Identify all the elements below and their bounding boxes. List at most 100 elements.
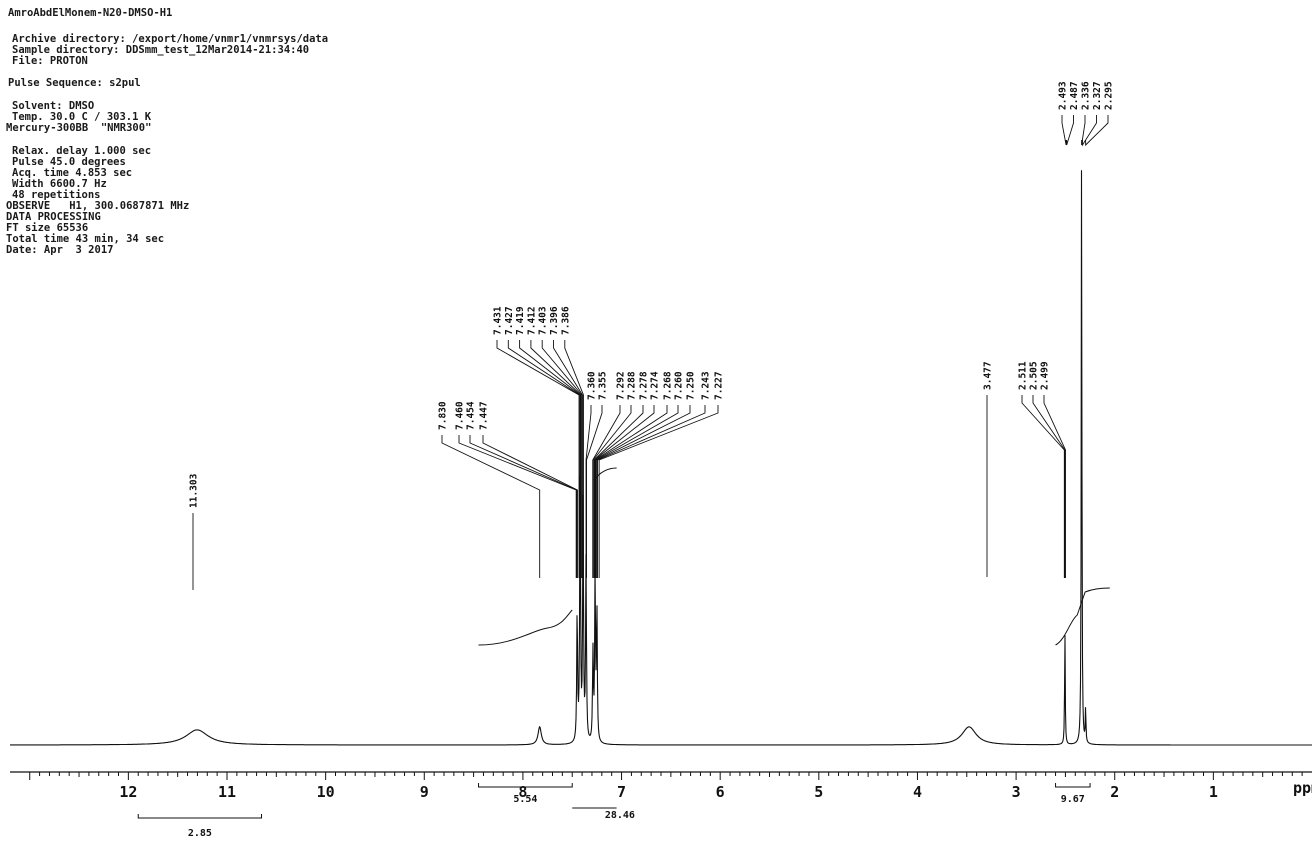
peak-leader-line (1061, 115, 1067, 146)
peak-leader-line (597, 405, 706, 578)
peak-leader-line (482, 435, 578, 578)
peak-leader-line (585, 405, 592, 578)
header-line: Pulse 45.0 degrees (12, 156, 126, 168)
peak-leader-line (594, 405, 668, 578)
peak-leader-line (1021, 395, 1065, 578)
peak-label: 11.303 (189, 473, 200, 508)
peak-label: 7.386 (560, 306, 571, 335)
acquisition-parameters: AmroAbdElMonem-N20-DMSO-H1 Archive direct… (0, 0, 620, 300)
peak-label: 7.292 (616, 371, 627, 400)
peak-leader-line (469, 435, 578, 578)
peak-leader-line (507, 340, 580, 578)
peak-leader-line (541, 340, 583, 578)
peak-label: 2.295 (1104, 81, 1115, 110)
header-line: DATA PROCESSING (6, 211, 101, 223)
peak-leader-line (1082, 115, 1097, 147)
peak-leader-line (496, 340, 580, 578)
peak-label: 7.260 (674, 371, 685, 400)
peak-leader-line (1081, 115, 1086, 146)
peak-leader-line (598, 405, 719, 578)
peak-label-lines (192, 115, 1109, 590)
peak-label: 7.419 (515, 306, 526, 335)
x-tick-label: 12 (119, 783, 137, 801)
spectrum-line (10, 170, 1312, 746)
peak-label: 2.511 (1018, 361, 1029, 390)
x-tick-label: 1 (1209, 783, 1218, 801)
integral-bracket (478, 783, 573, 788)
header-line: Relax. delay 1.000 sec (12, 145, 152, 157)
header-line: Temp. 30.0 C / 303.1 K (12, 111, 152, 123)
peak-label: 7.427 (504, 306, 515, 335)
header-line: Archive directory: /export/home/vnmr1/vn… (12, 33, 329, 45)
peak-leader-line (594, 405, 655, 578)
header-line: Pulse Sequence: s2pul (8, 77, 141, 89)
peak-leader-line (564, 340, 584, 578)
integral-value: 28.46 (605, 810, 635, 821)
x-tick-label: 9 (420, 783, 429, 801)
peak-label: 2.487 (1069, 81, 1080, 110)
peak-label: 2.493 (1058, 81, 1069, 110)
x-tick-label: 5 (814, 783, 823, 801)
peak-leader-line (586, 405, 603, 578)
peak-label: 7.250 (686, 371, 697, 400)
peak-leader-line (1085, 115, 1109, 147)
x-tick-label: 4 (913, 783, 922, 801)
peak-label: 7.396 (549, 306, 560, 335)
peak-label: 7.227 (714, 371, 725, 400)
x-tick-label: 7 (617, 783, 626, 801)
x-axis-label: ppm (1293, 779, 1312, 797)
header-line: FT size 65536 (6, 222, 89, 234)
peak-label: 7.268 (663, 371, 674, 400)
x-tick-label: 10 (317, 783, 335, 801)
integral-curve (478, 609, 573, 646)
peak-label: 7.830 (438, 401, 449, 430)
peak-label: 7.412 (526, 306, 537, 335)
header-line: File: PROTON (12, 55, 88, 67)
peak-label: 2.327 (1092, 81, 1103, 110)
peak-leader-line (1043, 395, 1066, 578)
integral-curves (478, 467, 1110, 646)
peak-leader-line (592, 405, 632, 578)
peak-label: 7.460 (455, 401, 466, 430)
integral-value: 5.54 (513, 794, 537, 805)
integral-bracket (1055, 783, 1091, 788)
peak-label: 7.447 (479, 401, 490, 430)
x-tick-label: 3 (1012, 783, 1021, 801)
peak-label: 7.355 (598, 371, 609, 400)
peak-leader-line (593, 405, 644, 578)
header-line: Date: Apr 3 2017 (6, 244, 114, 256)
peak-label: 7.431 (493, 306, 504, 335)
header-line: Total time 43 min, 34 sec (6, 233, 165, 245)
x-tick-label: 11 (218, 783, 236, 801)
peak-leader-line (595, 405, 679, 578)
integral-bracket (137, 814, 263, 819)
integral-value: 2.85 (188, 828, 212, 839)
header-line: Width 6600.7 Hz (12, 178, 107, 190)
x-tick-label: 8 (518, 783, 527, 801)
peak-label: 2.499 (1040, 361, 1051, 390)
peak-label: 3.477 (983, 361, 994, 390)
header-line: 48 repetitions (12, 189, 101, 201)
peak-leader-line (553, 340, 583, 578)
x-tick-label: 6 (716, 783, 725, 801)
header-line: Sample directory: DDSmm_test_12Mar2014-2… (12, 44, 310, 56)
peak-label: 7.454 (466, 401, 477, 430)
x-tick-label: 2 (1110, 783, 1119, 801)
peak-label: 7.278 (639, 371, 650, 400)
integral-value: 9.67 (1061, 794, 1085, 805)
x-axis: 12 11 10 9 8 7 6 5 4 3 2 1 (10, 771, 1312, 801)
peak-leader-line (458, 435, 577, 578)
header-line: AmroAbdElMonem-N20-DMSO-H1 (8, 7, 173, 19)
peak-leader-line (1032, 395, 1066, 578)
peak-leader-line (596, 405, 691, 578)
peak-label: 7.274 (650, 371, 661, 400)
peak-label: 2.505 (1029, 361, 1040, 390)
peak-label: 7.288 (627, 371, 638, 400)
peak-leader-line (1066, 115, 1074, 146)
header-line: OBSERVE H1, 300.0687871 MHz (6, 200, 190, 212)
header-line: Acq. time 4.853 sec (12, 167, 133, 179)
peak-label: 7.243 (701, 371, 712, 400)
peak-leader-line (530, 340, 582, 578)
